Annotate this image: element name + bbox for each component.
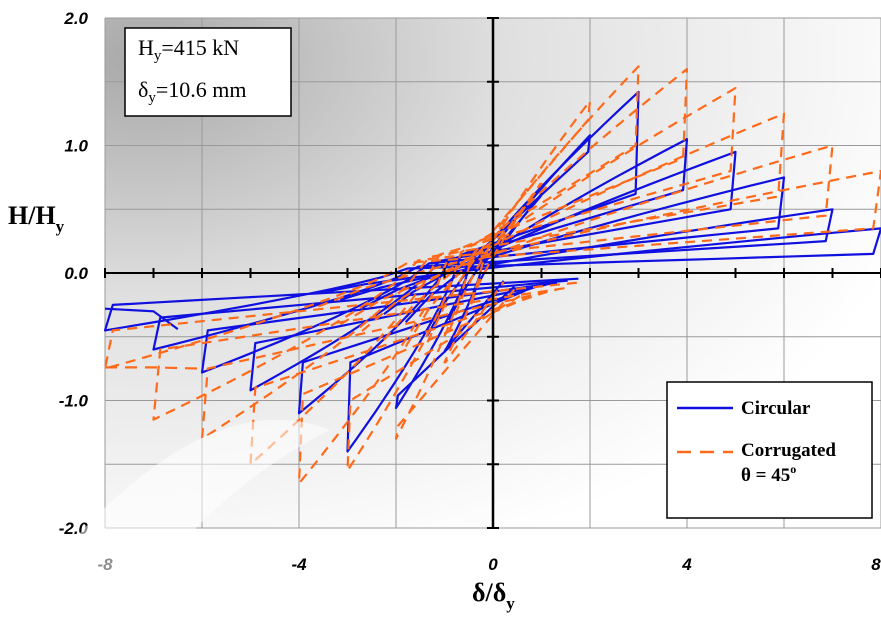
legend-label-corrugated-angle: θ = 45o [741, 462, 796, 486]
y-tick-label: 1.0 [64, 137, 88, 156]
watermark-swoosh [10, 419, 330, 617]
series-loop [152, 144, 834, 421]
series-layer [103, 65, 881, 485]
x-tick-label: 8 [871, 555, 881, 574]
annotation-line-2: δy=10.6 mm [138, 77, 247, 106]
series-loop [103, 169, 881, 370]
y-tick-label: -1.0 [59, 392, 89, 411]
series-loop [200, 176, 786, 374]
annotation-box: Hy=415 kN δy=10.6 mm [124, 27, 292, 117]
legend-label-corrugated: Corrugated [741, 440, 836, 461]
series-tail [104, 307, 179, 330]
y-axis-title: H/Hy [8, 201, 65, 236]
x-tick-label: -4 [291, 555, 307, 574]
series-loop [103, 227, 881, 332]
y-tick-label: 2.0 [63, 9, 88, 28]
x-axis-title: δ/δy [472, 578, 515, 613]
x-tick-label: 0 [488, 555, 498, 574]
annotation-line-1: Hy=415 kN [138, 35, 239, 64]
series-loop [443, 182, 543, 364]
legend: Circular Corrugated θ = 45o [666, 381, 873, 519]
x-tick-label: 4 [681, 555, 692, 574]
series-tail [105, 366, 203, 370]
y-tick-label: 0.0 [64, 264, 88, 283]
series-loop [346, 65, 640, 472]
legend-label-circular: Circular [741, 398, 811, 419]
series-corrugated [103, 65, 881, 485]
series-loop [200, 112, 786, 440]
axes [104, 17, 881, 529]
